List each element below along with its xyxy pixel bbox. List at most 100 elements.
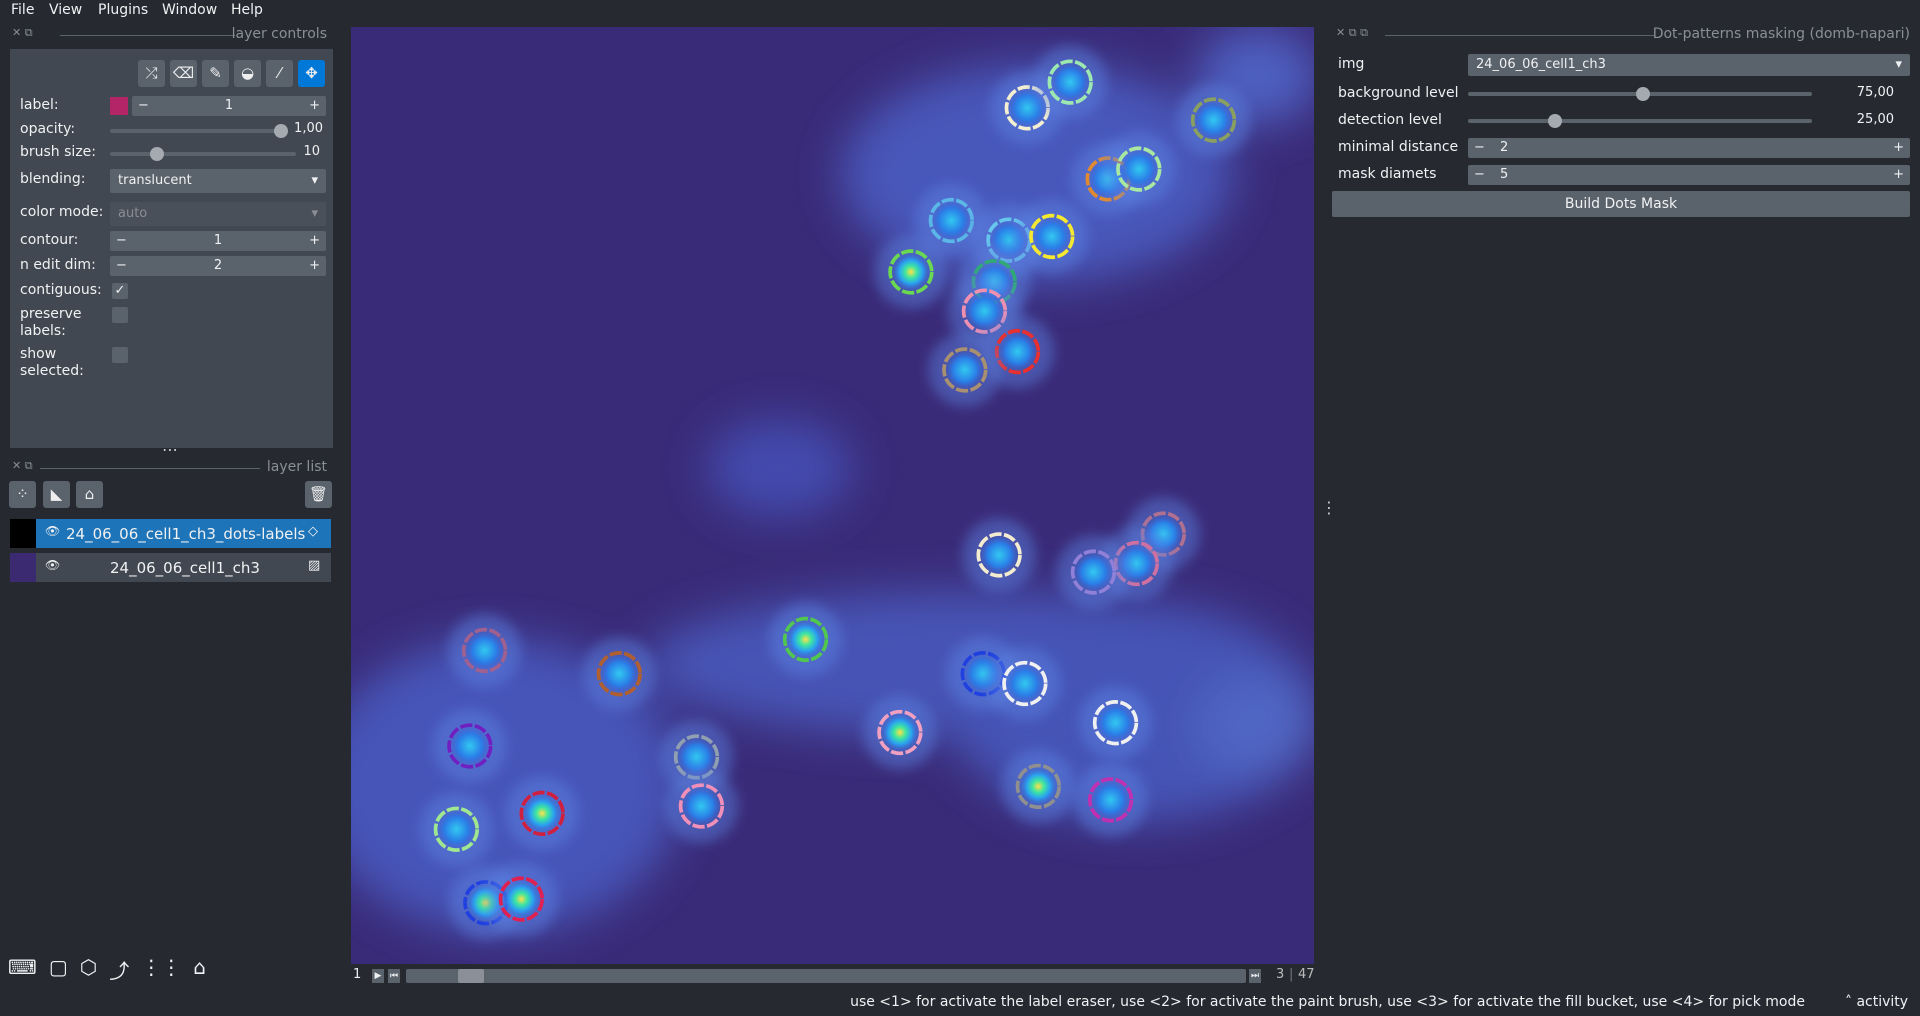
status-message: use <1> for activate the label eraser, u…: [850, 994, 1805, 1010]
preserve-labels-label: preserve labels:: [20, 306, 82, 339]
spot: [1091, 780, 1131, 820]
minimal-distance-spinbox[interactable]: −2 +: [1468, 138, 1910, 158]
transpose-button[interactable]: ⤴: [109, 959, 130, 983]
grid-button[interactable]: ⋮⋮: [141, 955, 182, 979]
opacity-slider[interactable]: [110, 129, 288, 133]
spot: [501, 879, 541, 919]
picker-button[interactable]: ⁄: [266, 60, 293, 87]
new-labels-button[interactable]: ⌂: [76, 481, 103, 508]
dims-slider-track[interactable]: [406, 969, 1246, 983]
shuffle-button[interactable]: ⤮: [138, 60, 165, 87]
image-canvas[interactable]: [351, 27, 1314, 964]
play-button[interactable]: ▶: [372, 969, 384, 983]
home-button[interactable]: ⌂: [193, 955, 206, 979]
fill-button[interactable]: ◒: [234, 60, 261, 87]
detection-level-slider[interactable]: [1468, 119, 1812, 123]
label-contour: [1002, 660, 1048, 707]
opacity-thumb[interactable]: [274, 124, 288, 138]
dims-separator: |: [1289, 967, 1294, 982]
dock-buttons[interactable]: ✕ ⧉ ⧉: [1336, 26, 1368, 39]
layer-type-icon: ▨: [308, 558, 321, 573]
img-dropdown[interactable]: 24_06_06_cell1_ch3 ▾: [1468, 54, 1910, 76]
step-forward-button[interactable]: ⏭: [1249, 969, 1261, 983]
ndisplay-button[interactable]: ▢: [48, 955, 68, 979]
header-rule: [40, 468, 260, 469]
spot: [1018, 766, 1058, 806]
label-contour: [1190, 97, 1237, 143]
brush-size-label: brush size:: [20, 144, 96, 160]
spot: [1032, 216, 1072, 257]
menu-window[interactable]: Window: [162, 2, 218, 18]
background-level-thumb[interactable]: [1636, 87, 1650, 101]
new-shapes-button[interactable]: ◣: [43, 481, 70, 508]
spot: [945, 350, 985, 390]
label-contour: [1087, 777, 1134, 823]
detection-level-value: 25,00: [1856, 112, 1894, 127]
spot: [1193, 100, 1234, 140]
menu-view[interactable]: View: [49, 2, 83, 18]
contiguous-checkbox[interactable]: ✓: [112, 283, 128, 299]
layer-thumbnail: [10, 553, 36, 582]
label-contour: [976, 532, 1022, 578]
build-dots-mask-button[interactable]: Build Dots Mask: [1332, 191, 1910, 217]
dims-slider-thumb[interactable]: [458, 969, 484, 983]
spot: [450, 726, 490, 766]
menu-help[interactable]: Help: [231, 2, 263, 18]
layer-name: 24_06_06_cell1_ch3_dots-labels: [66, 525, 306, 543]
pan-zoom-button[interactable]: ✥: [298, 60, 325, 87]
show-selected-checkbox[interactable]: [112, 347, 128, 363]
layer-row[interactable]: 👁 24_06_06_cell1_ch3 ▨: [10, 553, 331, 582]
plus[interactable]: +: [309, 98, 320, 113]
blending-dropdown[interactable]: translucent ▾: [110, 169, 326, 193]
layer-type-icon: ◇: [308, 524, 318, 539]
minus[interactable]: −: [116, 258, 127, 273]
splitter-handle[interactable]: ⋮: [1321, 498, 1337, 517]
brush-size-thumb[interactable]: [150, 147, 164, 161]
label-contour: [1015, 763, 1061, 810]
step-back-button[interactable]: ⏮: [388, 969, 400, 983]
brush-button[interactable]: ✎: [202, 60, 229, 87]
delete-layer-button[interactable]: 🗑: [305, 481, 332, 508]
label-contour: [994, 328, 1041, 375]
brush-size-slider[interactable]: [110, 152, 296, 156]
layer-thumbnail: [10, 519, 36, 548]
dock-buttons[interactable]: ✕ ⧉: [12, 459, 33, 472]
img-label: img: [1338, 56, 1365, 72]
minus[interactable]: −: [116, 233, 127, 248]
layer-row-selected[interactable]: 👁 24_06_06_cell1_ch3_dots-labels ◇: [10, 519, 331, 548]
spot: [681, 786, 722, 826]
layer-controls-title: layer controls: [231, 26, 327, 42]
roll-button[interactable]: ⬡: [79, 955, 98, 979]
plus[interactable]: +: [309, 233, 320, 248]
minus[interactable]: −: [1474, 167, 1485, 182]
contour-spinbox[interactable]: − 1 +: [110, 231, 326, 251]
plus[interactable]: +: [309, 258, 320, 273]
splitter-handle[interactable]: ⋯: [162, 440, 178, 459]
eraser-button[interactable]: ⌫: [170, 60, 197, 87]
blending-value: translucent: [118, 173, 192, 188]
new-points-button[interactable]: ⁘: [9, 481, 36, 508]
console-button[interactable]: ⌨: [8, 955, 37, 979]
label-contour: [942, 347, 988, 393]
visibility-toggle[interactable]: 👁: [45, 524, 61, 538]
dims-current: 1: [353, 967, 362, 982]
activity-label: activity: [1856, 994, 1909, 1010]
minus[interactable]: −: [138, 98, 149, 113]
activity-button[interactable]: ˄ activity: [1845, 994, 1908, 1010]
n-edit-dim-spinbox[interactable]: − 2 +: [110, 256, 326, 276]
preserve-labels-checkbox[interactable]: [112, 307, 128, 323]
visibility-toggle[interactable]: 👁: [45, 558, 61, 572]
dims-total: 47: [1298, 967, 1315, 982]
minus[interactable]: −: [1474, 140, 1485, 155]
plus[interactable]: +: [1893, 167, 1904, 182]
menu-file[interactable]: File: [11, 2, 35, 18]
mask-diameter-spinbox[interactable]: −5 +: [1468, 165, 1910, 185]
label-spinbox[interactable]: − 1 +: [132, 96, 326, 116]
header-rule: [1385, 35, 1655, 36]
viewer-buttons: ⌨ ▢ ⬡ ⤴ ⋮⋮ ⌂: [8, 955, 206, 984]
detection-level-thumb[interactable]: [1548, 114, 1562, 128]
spot: [599, 654, 639, 694]
plus[interactable]: +: [1893, 140, 1904, 155]
dock-buttons[interactable]: ✕ ⧉: [12, 26, 33, 39]
menu-plugins[interactable]: Plugins: [98, 2, 149, 18]
